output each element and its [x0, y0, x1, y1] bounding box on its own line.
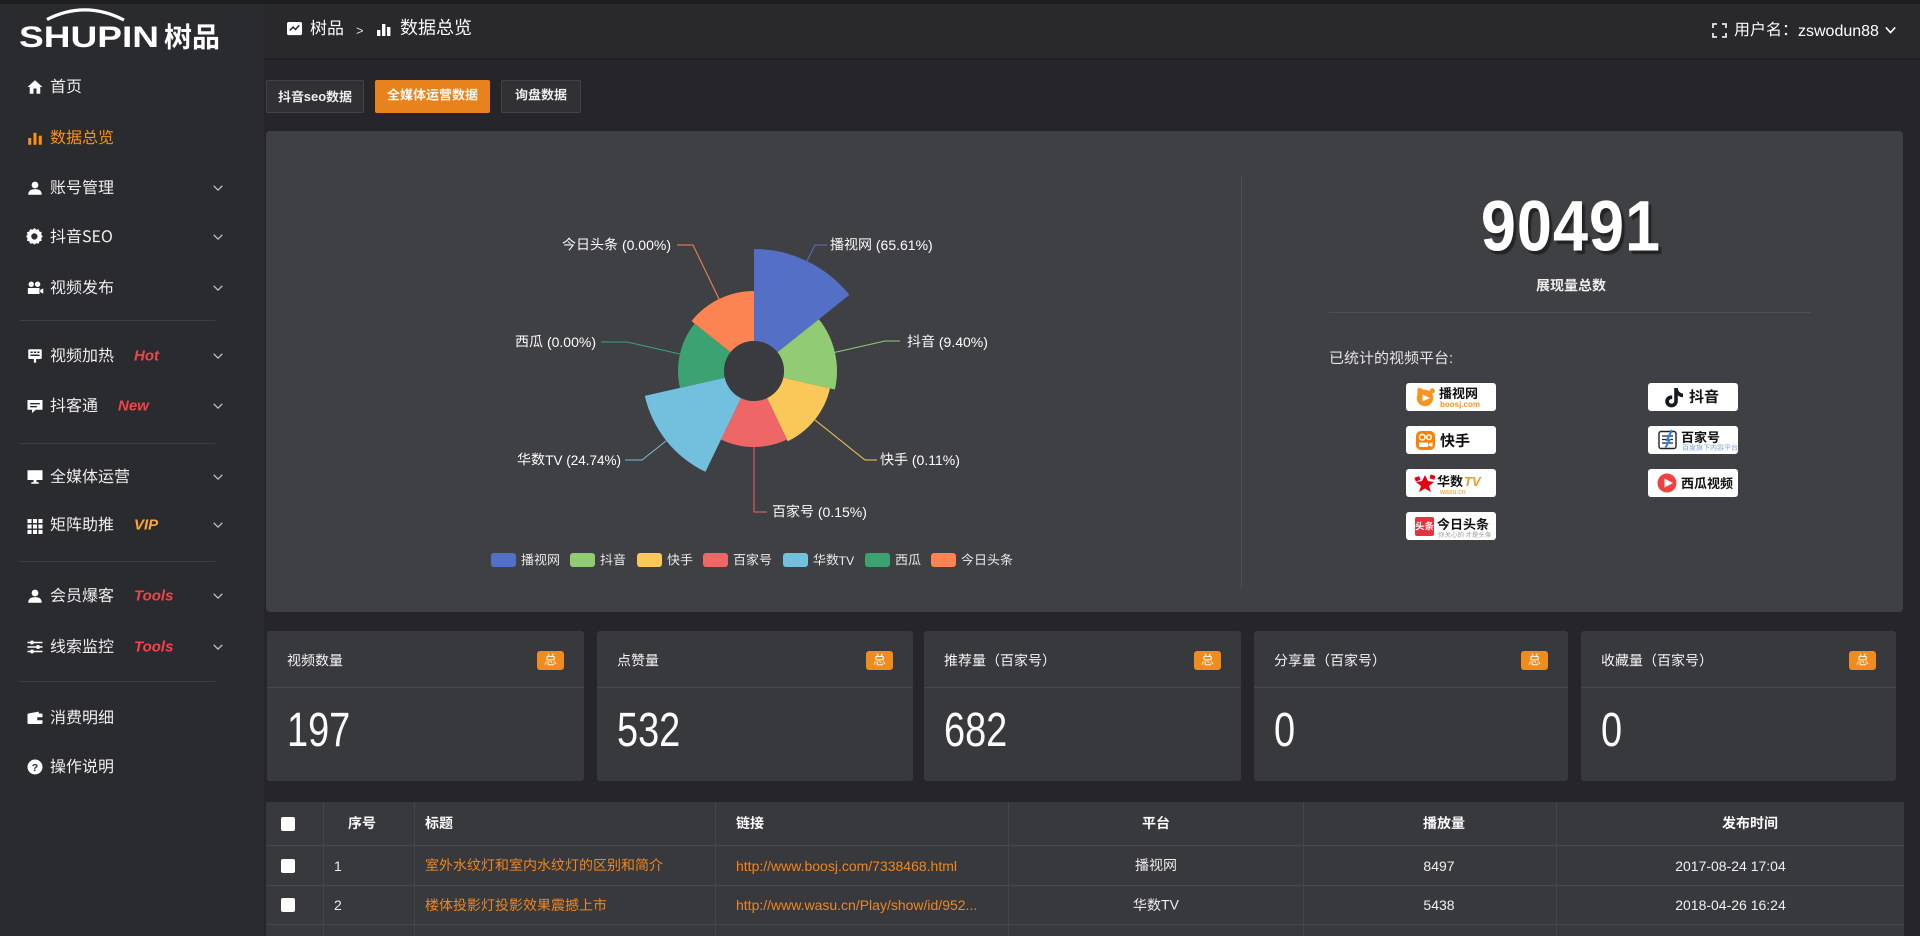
- svg-text:wasu.cn: wasu.cn: [1439, 489, 1466, 496]
- svg-text:?: ?: [32, 762, 38, 774]
- svg-text:boosj.com: boosj.com: [1440, 400, 1480, 409]
- svg-text:TV: TV: [1464, 474, 1482, 489]
- svg-text:SHUPIN: SHUPIN: [19, 21, 159, 51]
